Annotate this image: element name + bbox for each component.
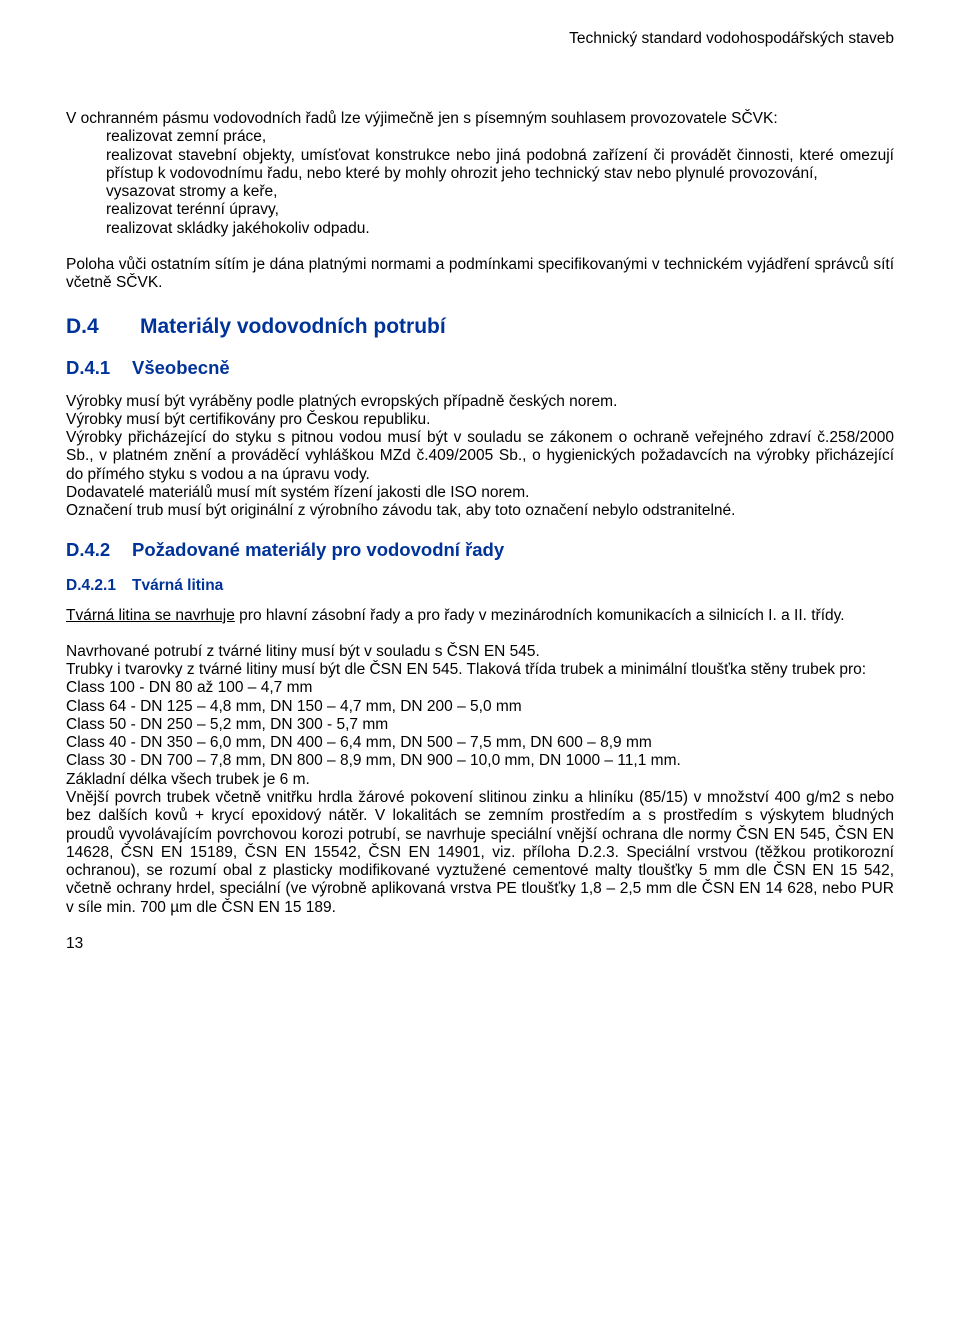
paragraph: Poloha vůči ostatním sítím je dána platn… <box>66 256 894 293</box>
paragraph: Výrobky musí být vyráběny podle platných… <box>66 393 894 521</box>
heading-number: D.4.2 <box>66 539 132 561</box>
heading-title: Materiály vodovodních potrubí <box>140 315 446 338</box>
heading-title: Všeobecně <box>132 357 230 378</box>
heading-d4-2: D.4.2Požadované materiály pro vodovodní … <box>66 539 894 561</box>
heading-title: Požadované materiály pro vodovodní řady <box>132 539 504 560</box>
text-rest: pro hlavní zásobní řady a pro řady v mez… <box>235 607 845 624</box>
underlined-text: Tvárná litina se navrhuje <box>66 607 235 624</box>
page-number: 13 <box>66 935 894 953</box>
list-item: realizovat skládky jakéhokoliv odpadu. <box>106 220 894 238</box>
document-page: Technický standard vodohospodářských sta… <box>0 0 960 973</box>
heading-number: D.4 <box>66 315 140 339</box>
list-item: vysazovat stromy a keře, <box>106 183 894 201</box>
list-item: realizovat zemní práce, <box>106 128 894 146</box>
heading-d4-1: D.4.1Všeobecně <box>66 357 894 379</box>
heading-number: D.4.2.1 <box>66 577 132 595</box>
paragraph-intro-block: V ochranném pásmu vodovodních řadů lze v… <box>66 110 894 238</box>
list-item: realizovat stavební objekty, umísťovat k… <box>106 147 894 184</box>
paragraph: Tvárná litina se navrhuje pro hlavní zás… <box>66 607 894 625</box>
heading-number: D.4.1 <box>66 357 132 379</box>
list-item: realizovat terénní úpravy, <box>106 201 894 219</box>
heading-title: Tvárná litina <box>132 577 223 594</box>
heading-d4: D.4Materiály vodovodních potrubí <box>66 315 894 339</box>
paragraph: Navrhované potrubí z tvárné litiny musí … <box>66 643 894 917</box>
intro-items: realizovat zemní práce, realizovat stave… <box>66 128 894 238</box>
page-header: Technický standard vodohospodářských sta… <box>66 30 894 48</box>
heading-d4-2-1: D.4.2.1Tvárná litina <box>66 577 894 595</box>
paragraph-intro: V ochranném pásmu vodovodních řadů lze v… <box>66 110 894 128</box>
